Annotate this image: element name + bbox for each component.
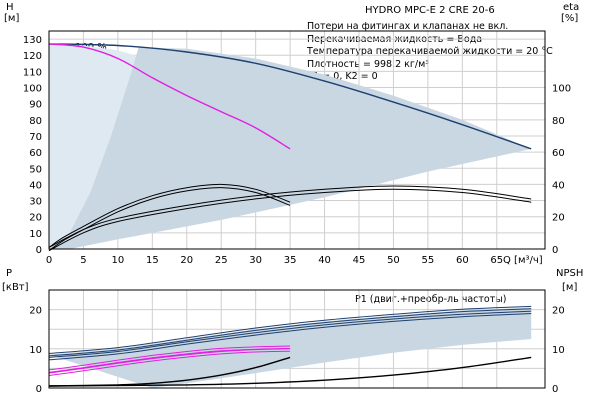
top-left-y-tick-label: 60 <box>29 148 42 159</box>
top-left-y-tick-label: 80 <box>29 116 42 127</box>
note-line-4: Плотность = 998.2 кг/м³ <box>307 59 429 70</box>
operating-range-shaded <box>49 47 532 249</box>
p2-curve-one-pump-upper <box>48 348 291 374</box>
top-left-y-tick-label: 30 <box>29 197 42 208</box>
top-left-y-tick-label: 20 <box>29 213 42 224</box>
x-axis-label: Q [м³/ч] <box>503 255 543 266</box>
p2-curve-two-pumps-upper <box>48 310 532 358</box>
top-left-y-tick-label: 130 <box>23 35 42 46</box>
x-tick-label: 50 <box>387 255 400 266</box>
bottom-right-axis-label-line1: NPSH <box>556 268 583 279</box>
note-line-5: K1 = 0, K2 = 0 <box>307 71 378 82</box>
p1-curve-two-pumps-upper <box>48 305 532 354</box>
head-curve-two-pumps <box>48 43 532 150</box>
head-curve-one-pump <box>48 43 291 150</box>
x-tick-label: 40 <box>318 255 331 266</box>
note-line-3: Температура перекачиваемой жидкости = 20… <box>306 46 553 57</box>
top-left-y-tick-label: 50 <box>29 164 42 175</box>
x-tick-label: 15 <box>146 255 159 266</box>
x-tick-label: 10 <box>112 255 125 266</box>
p1-series-label: P1 (двиг.+преобр-ль частоты) <box>355 294 506 305</box>
top-right-axis-label-line1: eta <box>563 2 579 13</box>
top-left-y-tick-label: 120 <box>23 51 42 62</box>
npsh-two-pumps-curve <box>48 356 532 387</box>
efficiency-curve-two-pumps-lower <box>48 188 532 252</box>
top-right-y-tick-label: 0 <box>552 245 558 256</box>
top-left-y-tick-label: 110 <box>23 67 42 78</box>
x-tick-label: 55 <box>422 255 435 266</box>
p2-curve-one-pump-lower <box>48 350 291 376</box>
bottom-right-y-tick-label: 0 <box>552 384 558 395</box>
top-right-axis-label-line2: [%] <box>561 13 578 24</box>
note-line-1: Потери на фитингах и клапанах не вкл. <box>307 21 508 32</box>
p2-curve-two-pumps-lower <box>48 313 532 361</box>
p1-curve-one-pump-upper <box>48 345 291 371</box>
bottom-plot-frame <box>48 289 546 389</box>
top-left-axis-label-line1: H <box>6 2 14 13</box>
top-right-y-tick-label: 100 <box>552 84 571 95</box>
bottom-right-axis-label-line2: [м] <box>562 282 577 293</box>
chart-title: HYDRO MPC-E 2 CRE 20-6 <box>365 5 495 16</box>
bottom-left-y-tick-label: 0 <box>36 384 42 395</box>
power-range-shaded <box>49 307 532 388</box>
top-left-y-tick-label: 10 <box>29 229 42 240</box>
x-tick-label: 45 <box>353 255 366 266</box>
top-left-y-tick-label: 90 <box>29 100 42 111</box>
efficiency-curve-two-pumps-upper <box>48 185 532 248</box>
top-right-y-tick-label: 40 <box>552 180 565 191</box>
top-left-y-tick-label: 40 <box>29 180 42 191</box>
bottom-left-axis-label-line1: P <box>6 268 12 279</box>
top-left-y-tick-label: 70 <box>29 132 42 143</box>
bottom-left-axis-label-line2: [кВт] <box>2 282 29 293</box>
top-left-y-tick-label: 0 <box>36 245 42 256</box>
x-tick-label: 20 <box>180 255 193 266</box>
bottom-right-y-tick-label: 20 <box>552 306 565 317</box>
top-plot-frame <box>48 30 546 250</box>
p1-curve-two-pumps-lower <box>48 308 532 357</box>
efficiency-curve-one-pump-upper <box>48 183 291 248</box>
efficiency-curve-one-pump-lower <box>48 187 291 252</box>
bottom-right-y-tick-label: 10 <box>552 345 565 356</box>
top-left-y-tick-label: 100 <box>23 84 42 95</box>
x-tick-label: 0 <box>46 255 52 266</box>
x-tick-label: 35 <box>284 255 297 266</box>
top-right-y-tick-label: 20 <box>552 213 565 224</box>
top-left-axis-label-line2: [м] <box>4 13 19 24</box>
top-right-y-tick-label: 60 <box>552 148 565 159</box>
bottom-left-y-tick-label: 20 <box>29 306 42 317</box>
x-tick-label: 30 <box>249 255 262 266</box>
bottom-left-y-tick-label: 10 <box>29 345 42 356</box>
x-tick-label: 25 <box>215 255 228 266</box>
x-tick-label: 5 <box>80 255 86 266</box>
top-right-y-tick-label: 80 <box>552 116 565 127</box>
x-tick-label: 65 <box>490 255 503 266</box>
x-tick-label: 60 <box>456 255 469 266</box>
